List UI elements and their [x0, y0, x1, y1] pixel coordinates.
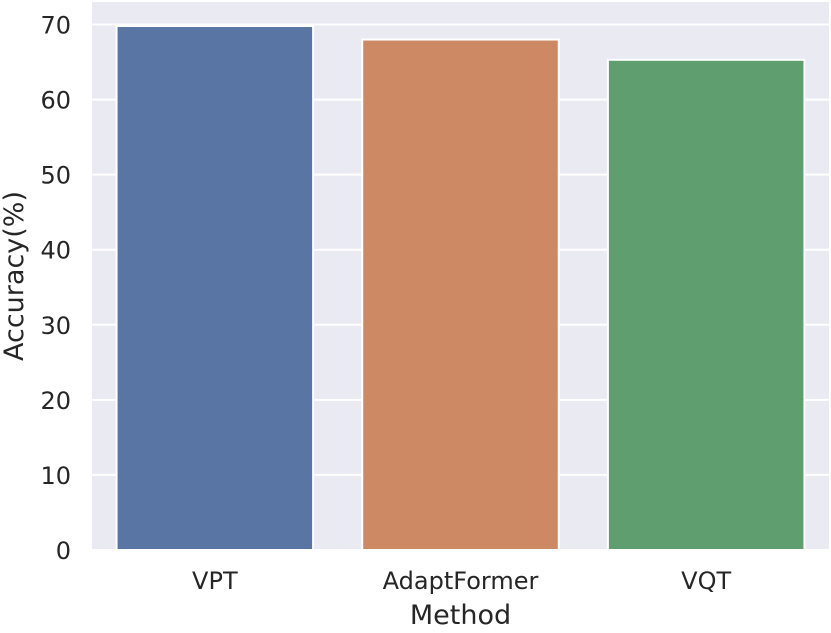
x-tick-label: VQT [681, 567, 731, 595]
y-tick-label: 40 [40, 237, 71, 265]
x-tick-label: VPT [192, 567, 238, 595]
y-tick-label: 60 [40, 87, 71, 115]
bars [115, 25, 806, 552]
bar-vqt [606, 58, 806, 552]
bar-adaptformer [361, 38, 560, 552]
y-tick-label: 10 [40, 462, 71, 490]
x-tick-label: AdaptFormer [383, 567, 539, 595]
x-axis-label: Method [410, 600, 511, 631]
y-tick-label: 70 [40, 12, 71, 40]
y-tick-labels: 0 10 20 30 40 50 60 70 [40, 12, 71, 565]
y-tick-label: 30 [40, 312, 71, 340]
y-tick-label: 20 [40, 387, 71, 415]
y-tick-label: 50 [40, 162, 71, 190]
bar-vpt [115, 25, 315, 552]
x-tick-labels: VPT AdaptFormer VQT [192, 567, 731, 595]
y-axis-label: Accuracy(%) [0, 191, 30, 361]
y-tick-label: 0 [56, 537, 71, 565]
